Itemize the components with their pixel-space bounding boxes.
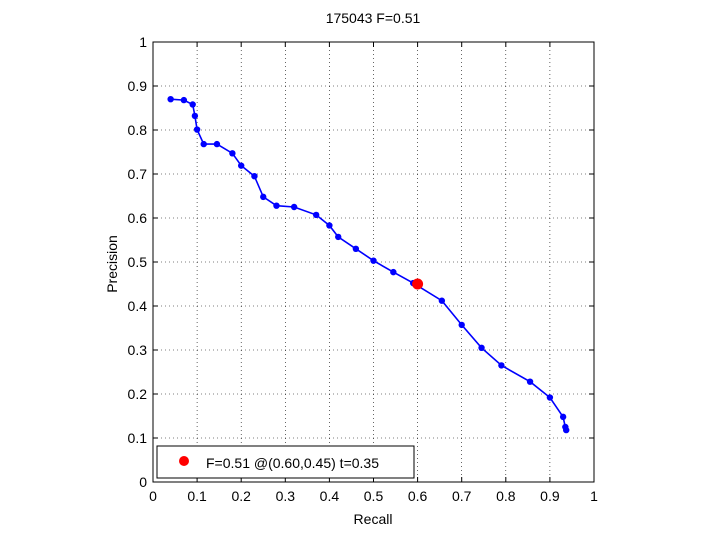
pr-curve-point [251, 173, 258, 180]
axis-ticks: 0 0.1 0.2 0.3 0.4 0.5 0.6 0.7 0.8 0.9 1 0 0.1 0.2 0.3 0… [128, 34, 599, 504]
legend-label: F=0.51 @(0.60,0.45) t=0.35 [206, 455, 379, 471]
x-tick-label: 0.7 [452, 488, 472, 504]
pr-curve-line [170, 98, 567, 431]
y-tick-label: 0.1 [128, 430, 148, 446]
x-tick-label: 0.3 [276, 488, 296, 504]
y-tick-label: 0.6 [128, 210, 148, 226]
pr-curve-point [273, 202, 280, 209]
best-f-point [412, 278, 424, 290]
legend-marker [179, 456, 189, 466]
y-tick-label: 0.7 [128, 166, 148, 182]
pr-curve-point [326, 222, 333, 229]
x-tick-label: 0 [149, 488, 157, 504]
x-tick-label: 0.5 [364, 488, 384, 504]
y-tick-label: 0.5 [128, 254, 148, 270]
pr-curve-point [526, 378, 534, 385]
x-axis-label: Recall [354, 511, 393, 527]
x-tick-label: 0.9 [540, 488, 560, 504]
pr-curve-point [191, 112, 199, 120]
pr-curve-point [335, 233, 342, 241]
pr-curve-point [260, 193, 267, 201]
x-tick-label: 0.6 [408, 488, 428, 504]
pr-curve-point [352, 245, 360, 252]
y-tick-label: 0.3 [128, 342, 148, 358]
y-tick-label: 0 [139, 474, 147, 490]
pr-curve-point [458, 321, 465, 329]
chart-title: 175043 F=0.51 [326, 10, 421, 26]
pr-curve-point [290, 203, 298, 211]
pr-curve-point [229, 150, 236, 157]
pr-curve-point [200, 140, 207, 148]
x-tick-label: 0.8 [496, 488, 516, 504]
legend-box [156, 445, 415, 479]
pr-curve-point [390, 268, 397, 276]
series-plot [167, 96, 570, 434]
pr-curve-point [189, 101, 196, 108]
y-tick-label: 0.8 [128, 122, 148, 138]
pr-curve-point [193, 126, 201, 133]
pr-curve-point [238, 162, 245, 169]
pr-curve-point [167, 96, 174, 103]
y-tick-label: 1 [139, 34, 147, 50]
x-tick-label: 0.2 [231, 488, 251, 504]
pr-curve-point [546, 394, 554, 401]
pr-curve-point [478, 344, 485, 351]
pr-curve-point [180, 96, 188, 104]
legend: F=0.51 @(0.60,0.45) t=0.35 [156, 445, 415, 479]
pr-curve-point [213, 140, 221, 148]
y-tick-label: 0.2 [128, 386, 148, 402]
pr-curve-point [559, 413, 567, 421]
y-tick-label: 0.4 [128, 298, 148, 314]
y-tick-label: 0.9 [128, 78, 148, 94]
pr-curve-point [312, 211, 320, 219]
x-tick-label: 1 [590, 488, 598, 504]
pr-curve-point [498, 362, 505, 369]
pr-curve-point [563, 426, 570, 434]
y-axis-label: Precision [104, 235, 120, 293]
pr-curve-point [438, 297, 446, 304]
pr-curve-point [370, 257, 377, 264]
x-tick-label: 0.4 [320, 488, 340, 504]
x-tick-label: 0.1 [187, 488, 207, 504]
